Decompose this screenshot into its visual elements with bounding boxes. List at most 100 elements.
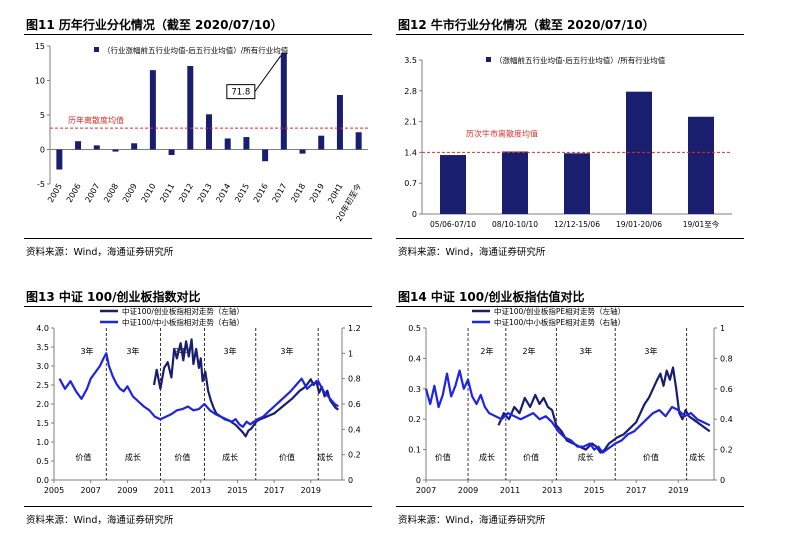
fig14-period-label-5: 成长 — [479, 452, 495, 462]
fig12-bar-1 — [502, 151, 528, 214]
fig11-bar-2015 — [243, 137, 250, 150]
fig12-x-tick-label-4: 19/01至今 — [683, 219, 720, 229]
fig13-bottom-rule — [24, 506, 372, 507]
fig13-period-label-7: 价值 — [174, 452, 190, 462]
fig13-left-tick-label-8: 4.0 — [36, 324, 49, 333]
fig13-series-1 — [58, 352, 339, 428]
fig11-y-tick-label-2: 5 — [40, 111, 45, 120]
fig11-y-tick-label-3: 10 — [35, 77, 45, 86]
fig12-x-tick-label-2: 12/12-15/06 — [554, 220, 600, 229]
fig11-y-tick-label-0: -5 — [37, 180, 45, 189]
fig14-right-tick-label-0: 0 — [720, 476, 725, 485]
fig14-right-tick-label-2: 0.4 — [720, 415, 733, 424]
fig14-x-tick-label-1: 2009 — [458, 486, 478, 495]
fig11-bar-2007 — [93, 145, 100, 150]
fig13-period-label-4: 3年 — [280, 346, 293, 356]
fig11-bar-2016 — [262, 149, 269, 162]
fig13-legend-label-1: 中证100/中小板指相对走势（右轴） — [122, 317, 244, 327]
fig13-series-0 — [152, 338, 339, 438]
fig14-period-label-3: 3年 — [644, 346, 657, 356]
fig13-period-label-1: 3年 — [126, 346, 139, 356]
fig13-period-label-9: 价值 — [279, 452, 295, 462]
fig13-left-tick-label-2: 1.0 — [36, 438, 49, 447]
fig13-left-tick-label-4: 2.0 — [36, 400, 49, 409]
fig11-bar-2018 — [299, 149, 306, 154]
fig11-bar-2006 — [75, 141, 82, 150]
fig14-legend-label-0: 中证100/创业板指PE相对走势（左轴） — [494, 306, 625, 316]
fig14-legend-label-1: 中证100/中小板指PE相对走势（右轴） — [494, 317, 625, 327]
fig11-bar-2012 — [187, 66, 194, 150]
fig13-left-tick-label-3: 1.5 — [36, 419, 49, 428]
fig11-x-tick-label-13: 2018 — [289, 182, 307, 204]
fig14-period-label-6: 价值 — [523, 452, 539, 462]
fig12-y-tick-label-1: 0.7 — [404, 179, 417, 188]
fig14-period-label-2: 3年 — [579, 346, 592, 356]
fig12-bottom-rule — [396, 238, 744, 239]
fig12-y-tick-label-3: 2.1 — [404, 118, 417, 127]
fig13-right-tick-label-6: 1.2 — [348, 324, 361, 333]
fig12-legend-label: （涨幅前五行业均值-后五行业均值）/所有行业均值 — [495, 55, 666, 65]
fig13-x-tick-label-4: 2013 — [191, 486, 211, 495]
fig14-right-tick-label-5: 1 — [720, 324, 725, 333]
fig11-y-tick-label-1: 0 — [40, 146, 45, 155]
fig12-legend-swatch — [486, 57, 491, 62]
fig12-bar-4 — [688, 116, 714, 214]
fig11-x-tick-label-14: 2019 — [308, 182, 326, 204]
fig11-y-tick-label-4: 15 — [35, 42, 45, 51]
fig13-x-tick-label-6: 2017 — [264, 486, 284, 495]
fig14-source: 资料来源：Wind，海通证券研究所 — [398, 515, 546, 526]
fig14-left-tick-label-0: 0 — [416, 476, 421, 485]
fig14-period-label-8: 价值 — [643, 452, 659, 462]
fig12-x-tick-label-3: 19/01-20/06 — [616, 220, 662, 229]
fig13-legend-label-0: 中证100/创业板指相对走势（左轴） — [122, 306, 244, 316]
fig13-right-tick-label-2: 0.4 — [348, 425, 361, 434]
fig12-top-rule — [396, 34, 744, 35]
fig11-bar-2010 — [149, 70, 156, 150]
fig11-bar-2017 — [280, 52, 287, 150]
fig11-x-tick-label-7: 2012 — [177, 182, 195, 204]
fig13-top-rule — [24, 306, 372, 307]
fig11-x-tick-label-11: 2016 — [252, 182, 270, 204]
fig14-left-tick-label-4: 0.4 — [408, 354, 421, 363]
fig11-source: 资料来源：Wind，海通证券研究所 — [26, 247, 174, 258]
fig13-x-tick-label-2: 2009 — [117, 486, 137, 495]
fig11-bar-2008 — [112, 149, 119, 152]
fig11-bar-2014 — [224, 138, 231, 150]
fig11-top-rule — [24, 34, 372, 35]
fig11-legend-swatch — [94, 47, 99, 52]
fig14-chart: 0 0.1 0.2 0.3 0.4 0.5 0 0.2 0.4 0.6 0.8 1 2007 2009 20… — [408, 306, 733, 495]
fig13-period-label-0: 3年 — [80, 346, 93, 356]
fig11-x-tick-label-9: 2014 — [214, 182, 232, 204]
fig11-bar-2009 — [131, 143, 138, 150]
fig11-legend-label: （行业涨幅前五行业均值-后五行业均值）/所有行业均值 — [103, 45, 289, 55]
fig11-bar-2005 — [56, 149, 63, 170]
fig14-left-tick-label-3: 0.3 — [408, 385, 421, 394]
fig12-y-tick-label-2: 1.4 — [404, 148, 417, 157]
fig13-source: 资料来源：Wind，海通证券研究所 — [26, 515, 174, 526]
fig13-period-label-10: 成长 — [317, 452, 333, 462]
fig14-x-tick-label-5: 2017 — [626, 486, 646, 495]
fig14-series-0 — [497, 366, 711, 454]
fig13-title: 图13 中证 100/创业板指数对比 — [26, 290, 201, 304]
fig14-period-label-0: 2年 — [480, 346, 493, 356]
fig14-x-tick-label-4: 2015 — [584, 486, 604, 495]
fig11-title: 图11 历年行业分化情况（截至 2020/07/10） — [26, 18, 283, 32]
fig12-chart: 0 0.7 1.4 2.1 2.8 3.5 05/06-07/10 08/10-10/10 12… — [404, 55, 732, 229]
fig11-x-tick-label-3: 2008 — [102, 182, 120, 204]
fig11-x-tick-label-6: 2011 — [158, 182, 176, 204]
fig11-x-tick-label-0: 2005 — [46, 182, 64, 204]
fig14-right-tick-label-1: 0.2 — [720, 446, 733, 455]
fig14-top-rule — [396, 306, 744, 307]
fig14-period-label-4: 价值 — [435, 452, 451, 462]
fig14-left-tick-label-5: 0.5 — [408, 324, 421, 333]
fig14-x-tick-label-0: 2007 — [416, 486, 436, 495]
fig13-x-tick-label-3: 2011 — [154, 486, 174, 495]
fig13-period-label-3: 3年 — [224, 346, 237, 356]
fig13-left-tick-label-6: 3.0 — [36, 362, 49, 371]
fig11-bar-20H1 — [336, 94, 343, 150]
fig13-right-tick-label-4: 0.8 — [348, 375, 361, 384]
fig13-left-tick-label-5: 2.5 — [36, 381, 49, 390]
fig13-right-tick-label-1: 0.2 — [348, 451, 361, 460]
fig14-x-tick-label-3: 2013 — [542, 486, 562, 495]
fig11-bar-20年初至今 — [355, 132, 362, 150]
